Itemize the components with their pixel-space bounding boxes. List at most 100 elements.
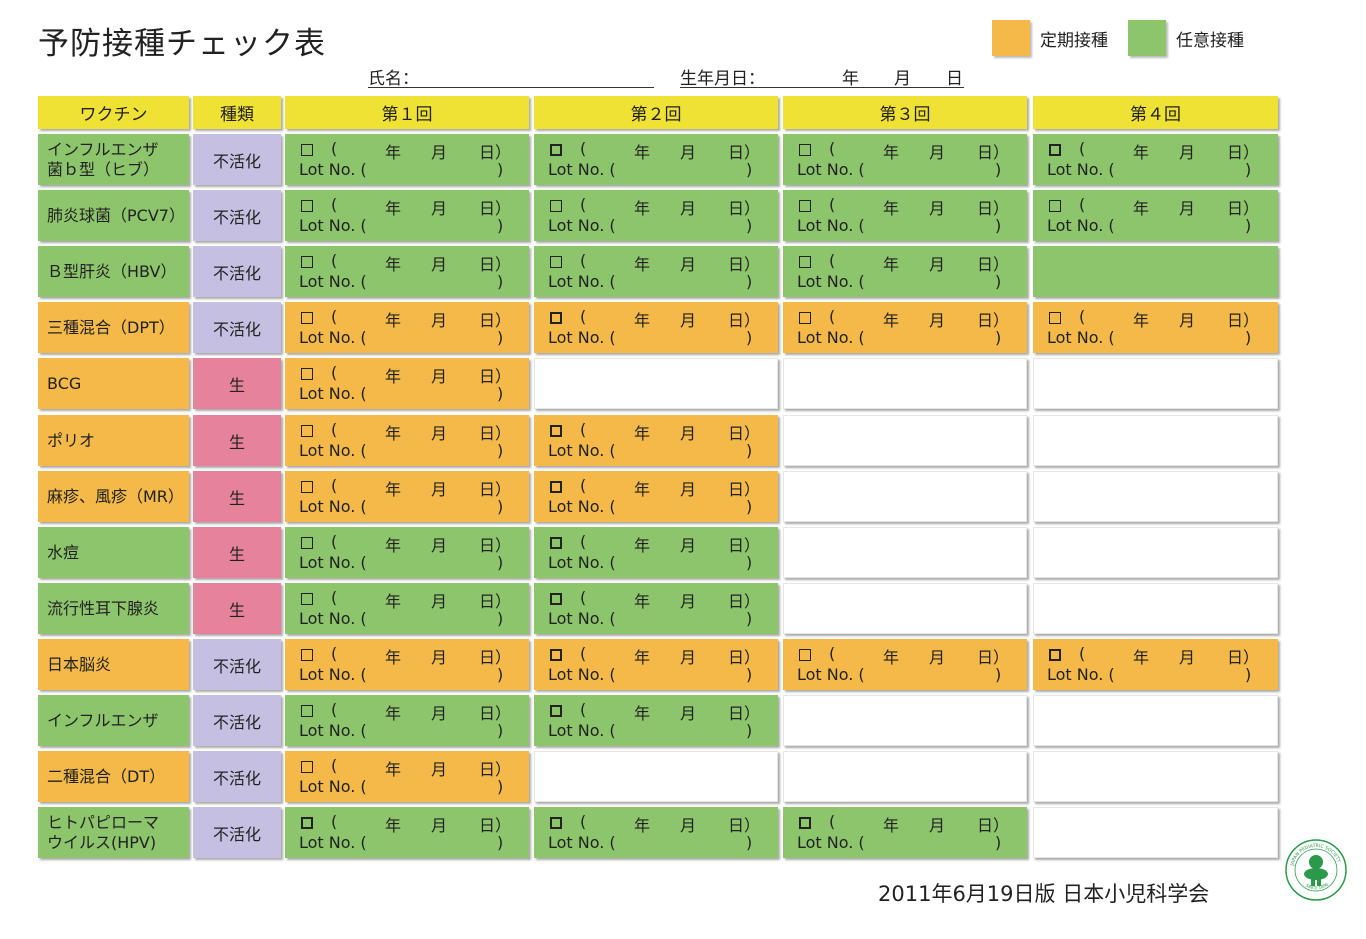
- vaccine-type: 生: [193, 527, 281, 578]
- dose-1-checkbox[interactable]: [301, 144, 313, 156]
- lot-number-label: Lot No. (: [299, 384, 367, 403]
- dose-3-checkbox[interactable]: [799, 144, 811, 156]
- dose-1-cell: (年 月 日） Lot No. (): [285, 134, 529, 185]
- dose-3-checkbox[interactable]: [799, 256, 811, 268]
- date-year-label: 年: [634, 311, 651, 330]
- dose-2-checkbox[interactable]: [550, 425, 562, 437]
- dose-4-empty-cell: [1033, 695, 1278, 746]
- lot-number-label: Lot No. (: [548, 160, 616, 179]
- lot-number-label: Lot No. (: [548, 216, 616, 235]
- dose-3-checkbox[interactable]: [799, 200, 811, 212]
- dose-4-checkbox[interactable]: [1049, 649, 1061, 661]
- dose-2-checkbox[interactable]: [550, 649, 562, 661]
- dose-2-checkbox[interactable]: [550, 481, 562, 493]
- dose-4-empty-cell: [1033, 807, 1278, 858]
- lot-number-label: Lot No. (: [548, 833, 616, 852]
- dose-3-empty-cell: [783, 583, 1027, 634]
- date-open-paren: (: [580, 532, 587, 551]
- vaccine-name: 水痘: [38, 527, 189, 578]
- dose-1-checkbox[interactable]: [301, 705, 313, 717]
- dose-2-checkbox[interactable]: [550, 200, 562, 212]
- dose-1-checkbox[interactable]: [301, 481, 313, 493]
- dose-1-cell: (年 月 日） Lot No. (): [285, 246, 529, 297]
- date-year-label: 年: [634, 424, 651, 443]
- date-open-paren: (: [331, 139, 338, 158]
- dose-3-cell: (年 月 日） Lot No. (): [783, 246, 1027, 297]
- vaccine-name: インフルエンザ 菌ｂ型（ヒブ）: [38, 134, 189, 185]
- date-day-label: 日）: [479, 480, 512, 499]
- date-month-label: 月: [1179, 199, 1196, 218]
- dose-1-checkbox[interactable]: [301, 425, 313, 437]
- date-year-label: 年: [385, 311, 402, 330]
- date-open-paren: (: [1079, 139, 1086, 158]
- date-day-label: 日）: [479, 367, 512, 386]
- lot-number-label: Lot No. (: [299, 272, 367, 291]
- date-year-label: 年: [385, 255, 402, 274]
- header-3: 第１回: [285, 96, 529, 129]
- dose-4-checkbox[interactable]: [1049, 312, 1061, 324]
- dose-3-cell: (年 月 日） Lot No. (): [783, 190, 1027, 241]
- dose-1-checkbox[interactable]: [301, 593, 313, 605]
- dose-1-checkbox[interactable]: [301, 200, 313, 212]
- dose-2-checkbox[interactable]: [550, 817, 562, 829]
- date-month-label: 月: [680, 199, 697, 218]
- date-day-label: 日）: [728, 480, 761, 499]
- date-month-label: 月: [431, 760, 448, 779]
- lot-close-paren: ): [995, 160, 1002, 179]
- dose-2-cell: (年 月 日） Lot No. (): [534, 302, 778, 353]
- lot-number-label: Lot No. (: [797, 216, 865, 235]
- dose-4-checkbox[interactable]: [1049, 200, 1061, 212]
- dose-1-checkbox[interactable]: [301, 817, 313, 829]
- lot-close-paren: ): [995, 665, 1002, 684]
- birth-month-unit: 月: [894, 69, 911, 89]
- dose-2-checkbox[interactable]: [550, 256, 562, 268]
- name-field[interactable]: 氏名：: [368, 64, 654, 89]
- lot-close-paren: ): [746, 833, 753, 852]
- dose-2-checkbox[interactable]: [550, 144, 562, 156]
- date-year-label: 年: [385, 367, 402, 386]
- date-day-label: 日）: [728, 592, 761, 611]
- legend-optional-label: 任意接種: [1176, 30, 1244, 51]
- date-month-label: 月: [929, 143, 946, 162]
- dose-4-cell: (年 月 日） Lot No. (): [1033, 302, 1278, 353]
- date-day-label: 日）: [977, 816, 1010, 835]
- dose-2-cell: (年 月 日） Lot No. (): [534, 527, 778, 578]
- birthdate-field[interactable]: 生年月日： 年 月 日: [680, 64, 964, 89]
- date-month-label: 月: [431, 816, 448, 835]
- date-month-label: 月: [431, 536, 448, 555]
- date-month-label: 月: [680, 311, 697, 330]
- date-month-label: 月: [929, 311, 946, 330]
- dose-2-checkbox[interactable]: [550, 705, 562, 717]
- dose-2-checkbox[interactable]: [550, 312, 562, 324]
- lot-number-label: Lot No. (: [299, 609, 367, 628]
- dose-2-checkbox[interactable]: [550, 537, 562, 549]
- dose-4-checkbox[interactable]: [1049, 144, 1061, 156]
- dose-1-checkbox[interactable]: [301, 256, 313, 268]
- legend-routine: 定期接種: [992, 20, 1108, 56]
- date-day-label: 日）: [1227, 311, 1260, 330]
- legend-routine-label: 定期接種: [1040, 30, 1108, 51]
- lot-number-label: Lot No. (: [548, 272, 616, 291]
- dose-1-checkbox[interactable]: [301, 649, 313, 661]
- date-day-label: 日）: [479, 648, 512, 667]
- dose-1-cell: (年 月 日） Lot No. (): [285, 527, 529, 578]
- date-open-paren: (: [580, 476, 587, 495]
- dose-3-checkbox[interactable]: [799, 817, 811, 829]
- dose-1-checkbox[interactable]: [301, 761, 313, 773]
- dose-3-checkbox[interactable]: [799, 649, 811, 661]
- vaccine-type: 生: [193, 415, 281, 466]
- date-month-label: 月: [431, 424, 448, 443]
- lot-close-paren: ): [497, 665, 504, 684]
- lot-number-label: Lot No. (: [797, 160, 865, 179]
- vaccine-type: 生: [193, 471, 281, 522]
- dose-3-checkbox[interactable]: [799, 312, 811, 324]
- dose-1-checkbox[interactable]: [301, 312, 313, 324]
- dose-2-checkbox[interactable]: [550, 593, 562, 605]
- dose-1-checkbox[interactable]: [301, 537, 313, 549]
- date-month-label: 月: [680, 255, 697, 274]
- date-month-label: 月: [431, 648, 448, 667]
- dose-1-cell: (年 月 日） Lot No. (): [285, 695, 529, 746]
- date-month-label: 月: [431, 704, 448, 723]
- dose-1-checkbox[interactable]: [301, 368, 313, 380]
- dose-4-empty-cell: [1033, 527, 1278, 578]
